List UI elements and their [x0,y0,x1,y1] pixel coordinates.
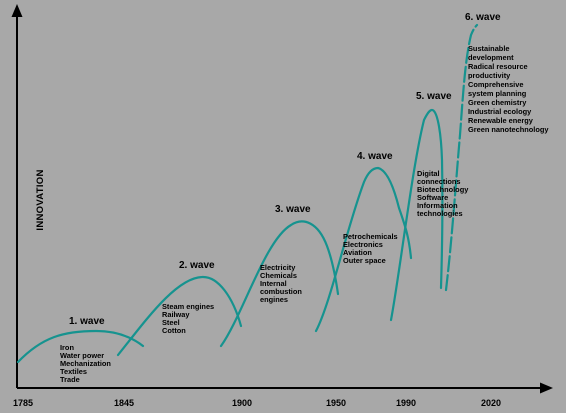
wave-item: Trade [60,375,80,384]
wave-item: Comprehensive [468,80,523,89]
wave-5-title: 5. wave [416,91,452,102]
x-tick-label: 1990 [396,398,416,408]
wave-item: Sustainable [468,44,509,53]
wave-item: Textiles [60,367,87,376]
wave-4-items: Petrochemicals Electronics Aviation Oute… [343,232,398,265]
wave-2-title: 2. wave [179,260,215,271]
wave-item: Software [417,193,448,202]
wave-6-curve [444,23,479,292]
wave-item: Internal [260,279,287,288]
wave-curves [16,23,479,364]
x-axis-ticks: 1785 1845 1900 1950 1990 2020 [13,398,501,408]
wave-item: Digital [417,169,440,178]
wave-item: Outer space [343,256,386,265]
wave-5-curve [389,108,444,322]
wave-item: development [468,53,514,62]
wave-2-curve [116,275,243,357]
x-tick-label: 2020 [481,398,501,408]
x-tick-label: 1950 [326,398,346,408]
wave-item: Steam engines [162,302,214,311]
wave-item: Water power [60,351,104,360]
x-tick-label: 1900 [232,398,252,408]
wave-3-curve [219,220,340,348]
wave-item: Iron [60,343,74,352]
wave-3-items: Electricity Chemicals Internal combustio… [260,263,302,304]
wave-item: Radical resource [468,62,528,71]
wave-item: Cotton [162,326,186,335]
wave-item: Petrochemicals [343,232,398,241]
wave-item: Chemicals [260,271,297,280]
wave-item: Electricity [260,263,296,272]
wave-item: Industrial ecology [468,107,532,116]
y-axis-label: INNOVATION [35,169,46,230]
wave-1-title: 1. wave [69,316,105,327]
axes [11,4,553,394]
wave-6-items: Sustainable development Radical resource… [468,44,549,134]
wave-item: Information [417,201,458,210]
wave-6-title: 6. wave [465,12,501,23]
wave-item: Steel [162,318,180,327]
wave-item: combustion [260,287,302,296]
wave-item: Aviation [343,248,372,257]
wave-1-items: Iron Water power Mechanization Textiles … [60,343,111,384]
wave-item: connections [417,177,461,186]
wave-item: technologies [417,209,463,218]
wave-item: Green chemistry [468,98,527,107]
wave-item: Renewable energy [468,116,534,125]
wave-item: Electronics [343,240,383,249]
wave-3-title: 3. wave [275,204,311,215]
x-tick-label: 1785 [13,398,33,408]
wave-item: Mechanization [60,359,111,368]
wave-item: Railway [162,310,190,319]
wave-item: productivity [468,71,511,80]
wave-4-curve [314,166,413,333]
wave-item: engines [260,295,288,304]
wave-item: system planning [468,89,527,98]
x-axis-arrow [540,382,553,394]
x-tick-label: 1845 [114,398,134,408]
wave-item: Green nanotechnology [468,125,549,134]
y-axis-arrow [11,4,23,17]
wave-2-items: Steam engines Railway Steel Cotton [162,302,214,335]
wave-4-title: 4. wave [357,151,393,162]
wave-item: Biotechnology [417,185,469,194]
wave-5-items: Digital connections Biotechnology Softwa… [417,169,469,218]
